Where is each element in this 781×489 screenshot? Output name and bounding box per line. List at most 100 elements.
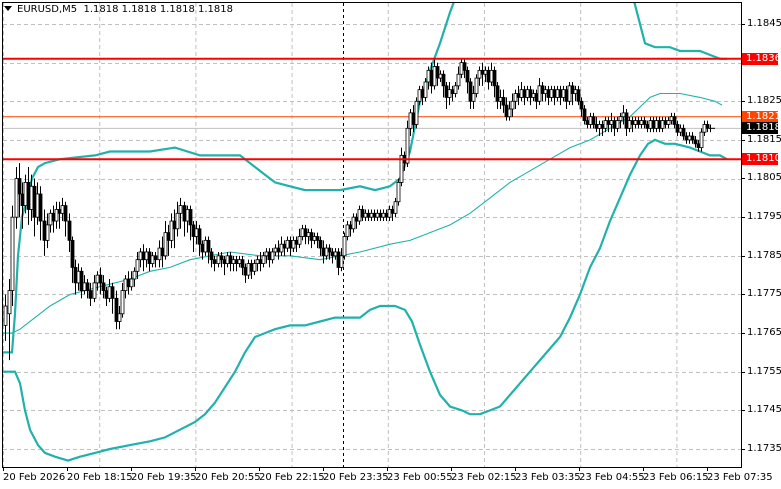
candle bbox=[318, 239, 323, 249]
candle bbox=[429, 69, 434, 87]
candle bbox=[117, 313, 122, 322]
candle bbox=[636, 120, 641, 125]
candle bbox=[477, 69, 482, 79]
time-label: 20 Feb 2026 bbox=[3, 472, 66, 483]
candle bbox=[582, 108, 587, 121]
candle bbox=[276, 247, 281, 253]
candle bbox=[67, 220, 72, 241]
candle bbox=[309, 232, 314, 241]
candle bbox=[597, 124, 602, 129]
candle bbox=[342, 236, 347, 257]
candle bbox=[258, 259, 263, 264]
candle bbox=[73, 267, 78, 284]
candle bbox=[570, 85, 575, 94]
candle bbox=[558, 89, 563, 98]
candle bbox=[423, 81, 428, 98]
time-label: 20 Feb 18:15 bbox=[67, 472, 133, 483]
time-label: 20 Feb 19:35 bbox=[131, 472, 197, 483]
candle bbox=[126, 278, 131, 288]
candle bbox=[279, 243, 284, 253]
candle bbox=[38, 193, 43, 222]
candle bbox=[525, 89, 530, 98]
candle bbox=[32, 185, 37, 218]
time-label: 20 Feb 23:35 bbox=[323, 472, 389, 483]
time-label: 23 Feb 00:55 bbox=[387, 472, 453, 483]
candle bbox=[426, 69, 431, 83]
candle bbox=[381, 212, 386, 218]
candle bbox=[141, 251, 146, 261]
candle bbox=[576, 89, 581, 102]
candle bbox=[414, 100, 419, 125]
candle bbox=[564, 89, 569, 102]
time-label: 23 Feb 03:35 bbox=[515, 472, 581, 483]
candle bbox=[166, 232, 171, 241]
price-label: 1.1825 bbox=[747, 95, 781, 106]
chart-title: EURUSD,M5 1.1818 1.1818 1.1818 1.1818 bbox=[4, 4, 233, 15]
candle bbox=[169, 220, 174, 241]
candle bbox=[522, 89, 527, 98]
candle bbox=[678, 127, 683, 133]
candle bbox=[163, 232, 168, 257]
price-label: 1.1845 bbox=[747, 18, 781, 29]
candle bbox=[399, 154, 404, 183]
candle bbox=[312, 236, 317, 241]
candle bbox=[696, 143, 701, 149]
candle bbox=[519, 89, 524, 98]
candle bbox=[603, 120, 608, 129]
time-label: 23 Feb 07:35 bbox=[707, 472, 773, 483]
candle bbox=[456, 73, 461, 87]
price-label: 1.1775 bbox=[747, 288, 781, 299]
candle bbox=[471, 93, 476, 102]
candle bbox=[29, 185, 34, 210]
candle bbox=[297, 236, 302, 245]
candle bbox=[175, 212, 180, 230]
candle bbox=[330, 251, 335, 257]
candle bbox=[333, 251, 338, 257]
candle bbox=[609, 120, 614, 125]
candle bbox=[540, 85, 545, 94]
triangle-down-icon[interactable] bbox=[4, 5, 12, 11]
candle bbox=[132, 270, 137, 280]
candle bbox=[495, 85, 500, 102]
candle bbox=[57, 209, 62, 214]
candle bbox=[600, 124, 605, 129]
price-label: 1.1735 bbox=[747, 443, 781, 454]
candle bbox=[411, 112, 416, 125]
candle bbox=[79, 270, 84, 291]
symbol-timeframe: EURUSD,M5 bbox=[17, 4, 78, 15]
grid bbox=[3, 3, 741, 467]
candle bbox=[534, 93, 539, 102]
price-tag: 1.1818 bbox=[742, 122, 781, 134]
candle bbox=[273, 247, 278, 253]
candle bbox=[237, 259, 242, 264]
candle bbox=[300, 228, 305, 237]
candle bbox=[531, 93, 536, 98]
candle bbox=[633, 120, 638, 125]
candle bbox=[612, 120, 617, 129]
candle bbox=[441, 73, 446, 87]
candle bbox=[351, 216, 356, 230]
candle bbox=[504, 104, 509, 118]
price-tag: 1.1836 bbox=[742, 53, 781, 65]
candle bbox=[138, 251, 143, 261]
candle bbox=[654, 120, 659, 129]
time-label: 20 Feb 20:55 bbox=[195, 472, 261, 483]
candle bbox=[172, 220, 177, 230]
candle bbox=[387, 209, 392, 218]
candle bbox=[17, 178, 22, 195]
candle bbox=[375, 212, 380, 218]
candle bbox=[225, 255, 230, 264]
chart-frame bbox=[2, 2, 742, 468]
candle bbox=[537, 85, 542, 102]
candle bbox=[222, 259, 227, 264]
candle bbox=[357, 209, 362, 222]
candle bbox=[366, 212, 371, 218]
candle bbox=[82, 282, 87, 291]
candle bbox=[435, 66, 440, 79]
candle bbox=[684, 135, 689, 141]
price-label: 1.1795 bbox=[747, 211, 781, 222]
candle bbox=[188, 209, 193, 226]
candle bbox=[7, 290, 12, 315]
candle bbox=[285, 239, 290, 249]
